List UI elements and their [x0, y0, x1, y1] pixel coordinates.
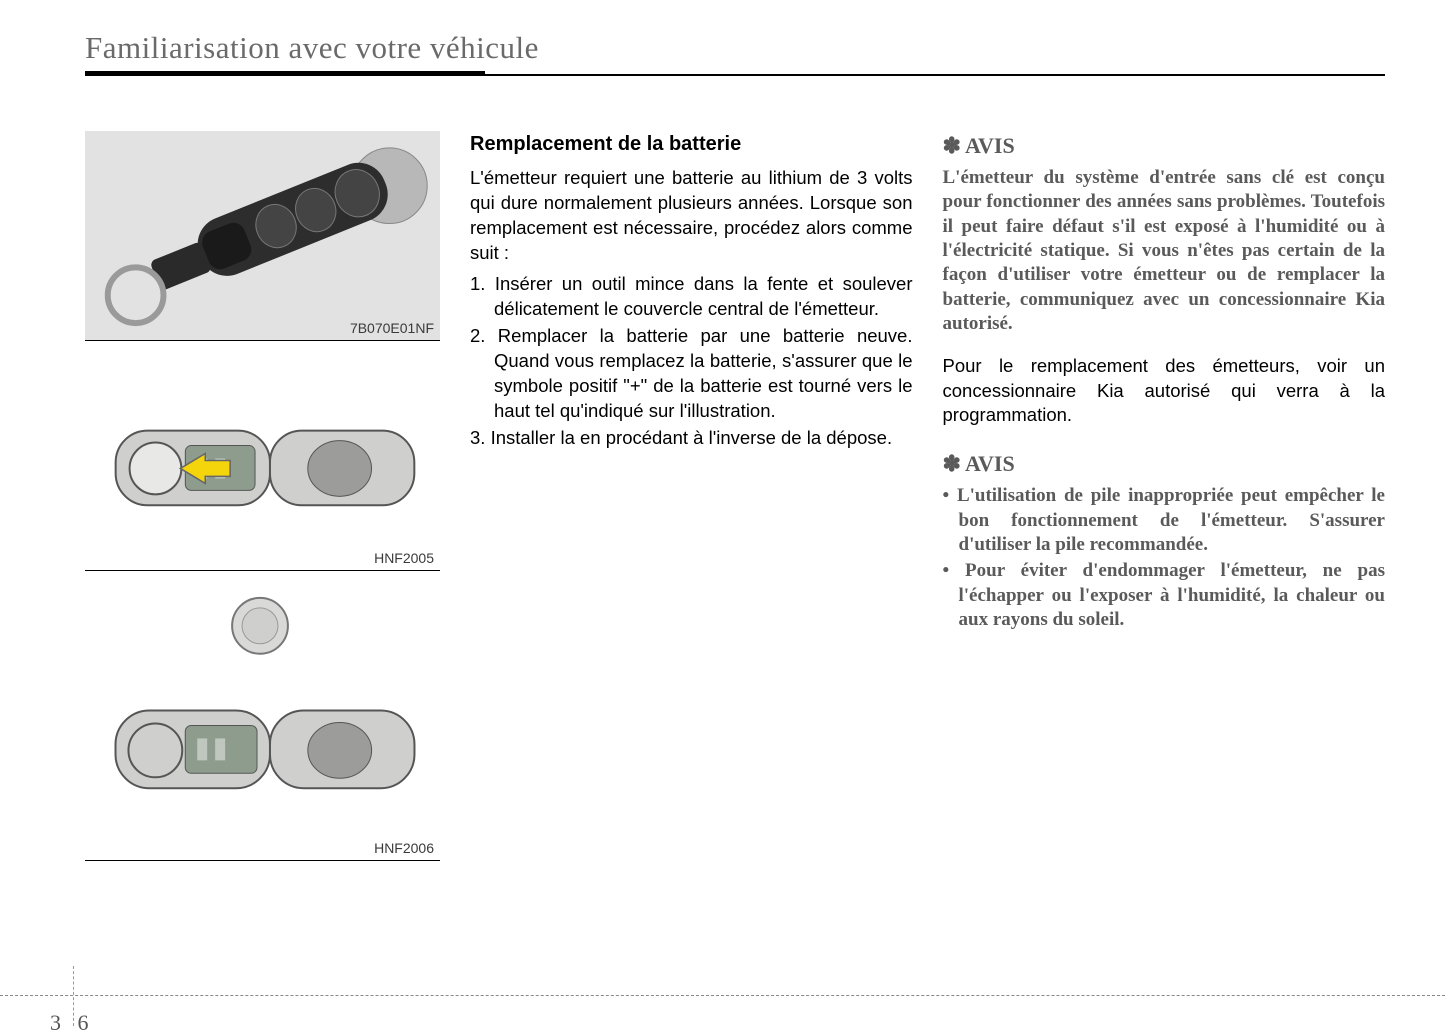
avis-label: AVIS: [965, 451, 1015, 476]
replacement-paragraph: Pour le remplacement des émetteurs, voir…: [943, 354, 1386, 427]
step-1: 1. Insérer un outil mince dans la fente …: [470, 272, 913, 322]
middle-column: Remplacement de la batterie L'émetteur r…: [470, 131, 913, 861]
page-header-title: Familiarisation avec votre véhicule: [85, 30, 1385, 72]
steps-list: 1. Insérer un outil mince dans la fente …: [470, 272, 913, 451]
asterisk-icon: ✽: [943, 451, 961, 476]
key-fob-open-battery-icon: [85, 571, 440, 860]
chapter-number: 3: [50, 1010, 61, 1035]
figure-3-label: HNF2006: [374, 840, 434, 856]
section-title: Remplacement de la batterie: [470, 131, 913, 158]
asterisk-icon: ✽: [943, 133, 961, 158]
content-columns: 7B070E01NF HNF2005: [85, 131, 1385, 861]
page-footer: 3 6: [0, 995, 1445, 1006]
right-column: ✽AVIS L'émetteur du système d'entrée san…: [943, 131, 1386, 861]
fold-line: [73, 966, 74, 1026]
header-rule: [85, 74, 1385, 76]
key-fob-icon: [85, 131, 440, 340]
avis-1-title: ✽AVIS: [943, 131, 1386, 160]
figure-2: HNF2005: [85, 341, 440, 571]
avis-2-item-2: Pour éviter d'endommager l'émetteur, ne …: [943, 559, 1386, 632]
figure-3: HNF2006: [85, 571, 440, 861]
step-3: 3. Installer la en procédant à l'inverse…: [470, 426, 913, 451]
avis-2-title: ✽AVIS: [943, 449, 1386, 478]
figures-column: 7B070E01NF HNF2005: [85, 131, 440, 861]
figure-2-label: HNF2005: [374, 550, 434, 566]
page-number: 3 6: [50, 1010, 89, 1036]
key-fob-open-arrow-icon: [85, 341, 440, 570]
avis-label: AVIS: [965, 133, 1015, 158]
intro-paragraph: L'émetteur requiert une batterie au lith…: [470, 166, 913, 266]
figure-1-label: 7B070E01NF: [350, 320, 434, 336]
avis-2-list: L'utilisation de pile inappropriée peut …: [943, 484, 1386, 632]
step-2: 2. Remplacer la batterie par une batteri…: [470, 324, 913, 424]
avis-2-item-1: L'utilisation de pile inappropriée peut …: [943, 484, 1386, 557]
page-num: 6: [78, 1010, 89, 1035]
avis-1-body: L'émetteur du système d'entrée sans clé …: [943, 166, 1386, 336]
figure-1: 7B070E01NF: [85, 131, 440, 341]
